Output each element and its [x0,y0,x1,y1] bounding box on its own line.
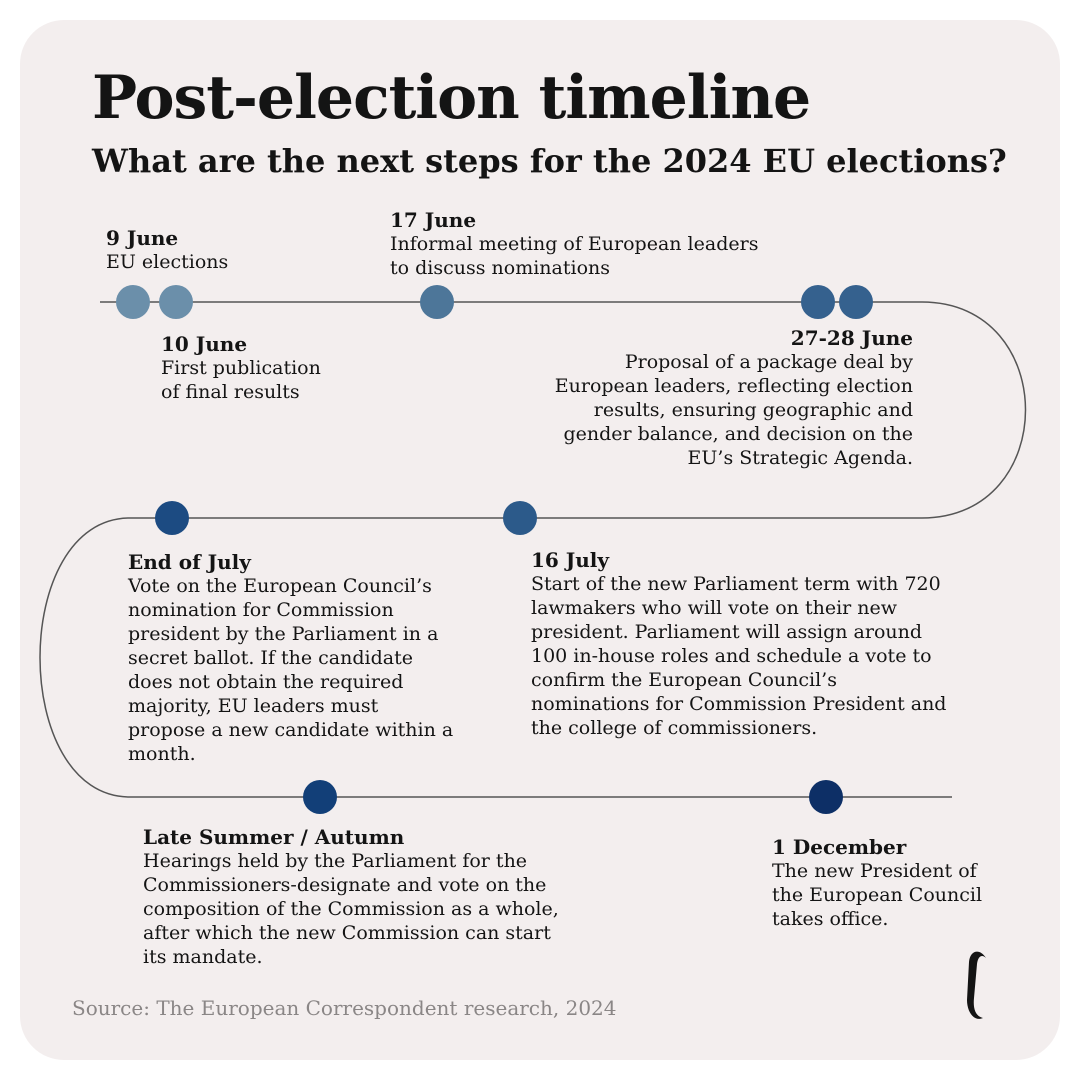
page-subtitle: What are the next steps for the 2024 EU … [92,142,1007,180]
timeline-dot-27-june [801,285,835,319]
event-date: 10 June [161,332,248,356]
timeline-dot-17-june [420,285,454,319]
event-date: Late Summer / Autumn [143,825,405,849]
source-note: Source: The European Correspondent resea… [72,996,617,1020]
event-date: 17 June [390,208,477,232]
event-end-of-july: End of July Vote on the European Council… [128,550,453,766]
timeline-dot-1-december [809,780,843,814]
event-description: Start of the new Parliament term with 72… [531,573,947,739]
timeline-dot-28-june [839,285,873,319]
timeline-dot-16-july [503,501,537,535]
event-17-june: 17 June Informal meeting of European lea… [390,208,758,280]
european-correspondent-logo-icon [967,951,986,1019]
timeline-dot-10-june [159,285,193,319]
timeline-dot-9-june [116,285,150,319]
event-date: 1 December [772,835,907,859]
event-date: 16 July [531,548,610,572]
event-date: End of July [128,550,251,574]
timeline-row-1-line [100,301,1027,519]
event-9-june: 9 June EU elections [106,226,228,274]
event-10-june: 10 June First publication of final resul… [161,332,321,404]
event-description: Informal meeting of European leaders to … [390,233,759,279]
event-date: 27-28 June [790,326,913,350]
event-date: 9 June [106,226,179,250]
event-description: Proposal of a package deal by European l… [554,351,913,469]
timeline-dot-late-summer-autumn [303,780,337,814]
event-late-summer-autumn: Late Summer / Autumn Hearings held by th… [143,825,559,969]
page-title: Post-election timeline [92,63,811,133]
timeline-dot-end-of-july [155,501,189,535]
event-1-december: 1 December The new President of the Euro… [772,835,982,931]
event-16-july: 16 July Start of the new Parliament term… [531,548,946,740]
event-description: Vote on the European Council’s nominatio… [128,575,454,765]
event-description: EU elections [106,251,229,273]
event-27-28-june: 27-28 June Proposal of a package deal by… [555,326,913,470]
event-description: The new President of the European Counci… [772,860,983,930]
infographic-card: Post-election timeline What are the next… [20,20,1060,1060]
event-description: Hearings held by the Parliament for the … [143,850,559,968]
event-description: First publication of final results [161,357,321,403]
timeline-row-2-line [39,517,922,798]
